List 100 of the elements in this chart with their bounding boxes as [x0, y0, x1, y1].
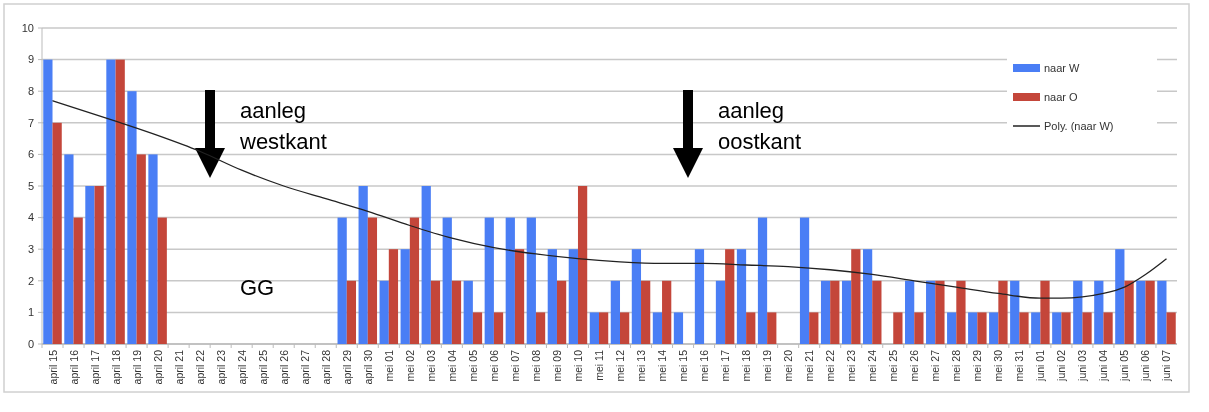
y-tick-label: 6 [27, 148, 34, 161]
x-tick-label: juni 03 [1076, 349, 1089, 382]
bar [914, 312, 924, 344]
bar [1115, 249, 1125, 344]
x-tick-label: mei 15 [677, 349, 690, 382]
x-tick-label: mei 01 [382, 349, 395, 382]
x-tick-label: juni 06 [1139, 349, 1152, 382]
bar [1103, 312, 1113, 344]
bar [400, 249, 410, 344]
bar [998, 280, 1008, 344]
bar [662, 280, 672, 344]
x-tick-label: juni 07 [1160, 349, 1173, 382]
x-tick-label: april 29 [340, 349, 353, 385]
bar [1052, 312, 1062, 344]
x-tick-label: mei 20 [782, 349, 795, 382]
bar [409, 217, 420, 344]
bar [337, 217, 347, 344]
bar [148, 154, 158, 344]
bar [1157, 280, 1167, 344]
bar [905, 280, 915, 344]
bar [598, 312, 609, 344]
x-tick-label: mei 14 [656, 349, 669, 382]
bar [577, 186, 588, 344]
x-tick-label: mei 09 [550, 349, 563, 382]
bar [484, 217, 494, 344]
bar [73, 217, 83, 344]
bar [1166, 312, 1176, 344]
annotation: GG [240, 275, 275, 300]
bar [526, 217, 536, 344]
x-tick-label: juni 02 [1055, 349, 1068, 382]
y-tick-label: 3 [27, 243, 34, 256]
bar [136, 154, 146, 344]
bar [568, 249, 578, 344]
bar [367, 217, 378, 344]
annotation: aanleg westkant [239, 98, 327, 154]
legend-label: Poly. (naar W) [1044, 119, 1114, 132]
bar [1136, 280, 1146, 344]
x-tick-label: mei 26 [908, 349, 921, 382]
bar [547, 249, 557, 344]
bar [620, 312, 630, 344]
x-tick-label: april 26 [277, 349, 290, 385]
bar [767, 312, 777, 344]
bar [893, 312, 903, 344]
x-tick-label: april 15 [46, 349, 59, 385]
bar [968, 312, 978, 344]
bar [379, 280, 389, 344]
x-tick-label: april 22 [193, 349, 206, 385]
bar [472, 312, 483, 344]
x-tick-label: mei 30 [992, 349, 1005, 382]
x-tick-label: mei 16 [698, 349, 711, 382]
bar [862, 249, 873, 344]
bar [694, 249, 705, 344]
bar [725, 249, 735, 344]
bar [52, 122, 62, 344]
bar [1082, 312, 1092, 344]
bar [956, 280, 966, 344]
bar [799, 217, 810, 344]
legend-label: naar W [1044, 61, 1081, 74]
y-tick-label: 1 [27, 306, 34, 319]
x-tick-label: mei 13 [635, 349, 648, 382]
x-tick-label: juni 01 [1034, 349, 1047, 382]
y-tick-label: 9 [27, 53, 34, 66]
bar [127, 91, 137, 344]
x-tick-label: april 16 [67, 349, 80, 385]
x-tick-label: mei 23 [845, 349, 858, 382]
bar [442, 217, 452, 344]
y-tick-label: 5 [27, 179, 34, 192]
bar [1145, 280, 1155, 344]
bar [358, 186, 368, 344]
x-tick-label: mei 31 [1013, 349, 1026, 382]
bar [926, 280, 936, 344]
bar [872, 280, 882, 344]
bar [610, 280, 621, 344]
bar [841, 280, 852, 344]
x-tick-label: mei 06 [487, 349, 500, 382]
bar [493, 312, 504, 344]
x-tick-label: mei 22 [824, 349, 837, 382]
bar [977, 312, 987, 344]
bar [451, 280, 462, 344]
bar [505, 217, 515, 344]
bar [830, 280, 840, 344]
bar [1073, 280, 1083, 344]
bar [43, 59, 53, 344]
bar [935, 280, 945, 344]
x-tick-label: april 24 [235, 349, 248, 385]
bar [388, 249, 399, 344]
x-tick-label: mei 03 [424, 349, 437, 382]
bar [589, 312, 599, 344]
bar [715, 280, 726, 344]
x-tick-label: mei 07 [508, 349, 521, 382]
y-tick-label: 8 [27, 85, 34, 98]
bar [989, 312, 999, 344]
bar [85, 186, 95, 344]
bar [463, 280, 473, 344]
y-tick-label: 10 [21, 21, 34, 34]
x-tick-label: mei 05 [466, 349, 479, 382]
x-tick-label: mei 28 [950, 349, 963, 382]
x-tick-label: april 27 [298, 349, 311, 385]
bar [757, 217, 768, 344]
bar [1094, 280, 1104, 344]
